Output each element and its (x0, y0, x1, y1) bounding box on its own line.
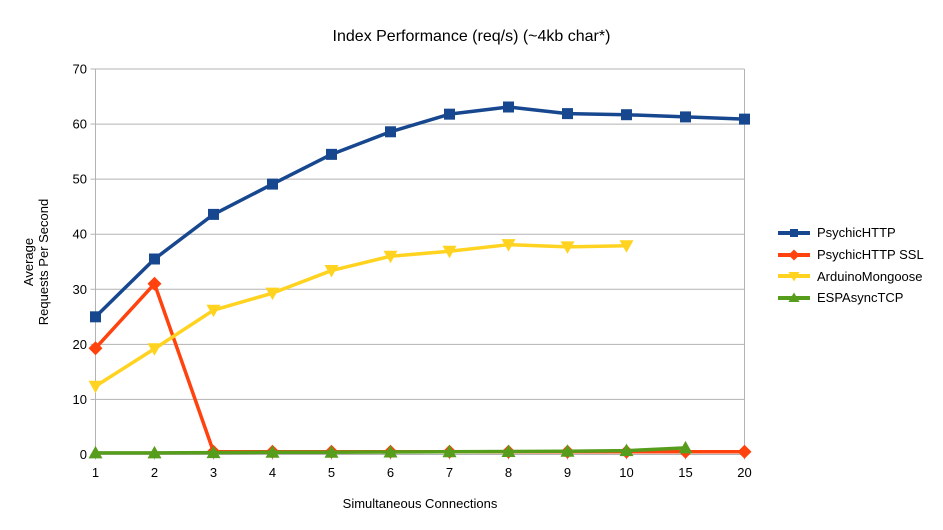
y-tick-label: 70 (73, 62, 87, 77)
series-arduinomongoose (88, 239, 634, 394)
marker-square (208, 208, 219, 220)
legend-label: ArduinoMongoose (817, 268, 923, 284)
marker-square (385, 126, 396, 138)
marker-diamond (88, 341, 103, 356)
marker-triangle-up (383, 445, 398, 458)
marker-triangle-down (265, 287, 280, 301)
marker-square (503, 101, 514, 113)
marker-square (621, 109, 632, 121)
x-tick-label: 20 (737, 465, 751, 480)
marker-triangle-up (442, 444, 457, 458)
series-line (94, 105, 745, 319)
legend-label: ESPAsyncTCP (817, 290, 904, 306)
legend-item-arduinomongoose: ArduinoMongoose (777, 265, 924, 287)
marker-triangle-down (206, 304, 221, 318)
marker-triangle-down (147, 343, 162, 356)
marker-triangle-down (501, 239, 516, 252)
legend-swatch-diamond-icon (778, 249, 810, 261)
legend-label: PsychicHTTP SSL (817, 247, 924, 263)
marker-triangle-up (619, 443, 634, 457)
x-tick-label: 2 (151, 465, 158, 480)
marker-triangle-down (383, 250, 398, 264)
marker-square (326, 148, 337, 160)
y-tick-label: 30 (73, 282, 87, 297)
marker-square (267, 178, 278, 190)
legend-item-espasynctcp: ESPAsyncTCP (777, 287, 924, 309)
x-tick-label: 5 (328, 465, 335, 480)
legend: PsychicHTTP PsychicHTTP SSL ArduinoMongo… (777, 222, 924, 309)
marker-triangle-up (265, 445, 280, 458)
marker-triangle-up (206, 445, 221, 459)
marker-triangle-up (88, 445, 103, 459)
y-tick-label: 40 (73, 227, 87, 242)
x-tick-label: 10 (619, 465, 633, 480)
marker-triangle-down (619, 240, 634, 253)
x-tick-label: 3 (210, 465, 217, 480)
chart-title: Index Performance (req/s) (~4kb char*) (332, 28, 611, 45)
x-tick-label: 8 (505, 465, 512, 480)
marker-square (790, 228, 798, 237)
series-psychichttp (90, 101, 750, 323)
marker-triangle-up (788, 292, 800, 302)
legend-label: PsychicHTTP (817, 225, 896, 241)
marker-triangle-down (88, 380, 103, 394)
marker-square (90, 311, 101, 323)
marker-triangle-down (324, 265, 339, 278)
x-tick-label: 9 (564, 465, 571, 480)
series-psychichttp-ssl (88, 276, 752, 459)
marker-triangle-down (560, 241, 575, 254)
marker-triangle-up (147, 445, 162, 459)
marker-diamond (737, 444, 752, 459)
marker-triangle-up (678, 440, 693, 454)
series-line (94, 282, 745, 454)
marker-diamond (147, 276, 162, 291)
legend-item-psychichttp-ssl: PsychicHTTP SSL (777, 244, 924, 266)
x-axis-title: Simultaneous Connections (342, 496, 498, 511)
marker-diamond (788, 249, 800, 261)
legend-swatch-square-icon (778, 228, 810, 237)
x-tick-label: 4 (269, 465, 276, 480)
marker-square (562, 108, 573, 120)
marker-triangle-up (560, 444, 575, 457)
marker-square (739, 113, 750, 125)
y-tick-label: 50 (73, 172, 87, 187)
y-tick-label: 60 (73, 117, 87, 132)
x-tick-label: 7 (446, 465, 453, 480)
x-tick-label: 1 (92, 465, 99, 480)
gridlines (95, 68, 745, 400)
y-tick-label: 0 (80, 447, 87, 462)
series-line (94, 242, 627, 388)
y-tick-label: 10 (73, 392, 87, 407)
marker-triangle-up (501, 444, 516, 457)
marker-triangle-up (324, 445, 339, 458)
legend-swatch-triangle-up-icon (778, 292, 810, 302)
y-tick-label: 20 (73, 337, 87, 352)
marker-square (444, 108, 455, 120)
legend-swatch-triangle-down-icon (778, 272, 810, 282)
series-espasynctcp (88, 440, 693, 459)
x-tick-label: 15 (678, 465, 692, 480)
marker-triangle-down (442, 245, 457, 259)
axes: 0 10 20 30 40 50 60 70 1 2 3 4 5 6 7 8 9 10 15 20 (73, 62, 752, 481)
marker-triangle-down (788, 272, 800, 282)
x-tick-label: 6 (387, 465, 394, 480)
marker-square (680, 111, 691, 123)
legend-item-psychichttp: PsychicHTTP (777, 222, 924, 244)
marker-square (149, 253, 160, 265)
